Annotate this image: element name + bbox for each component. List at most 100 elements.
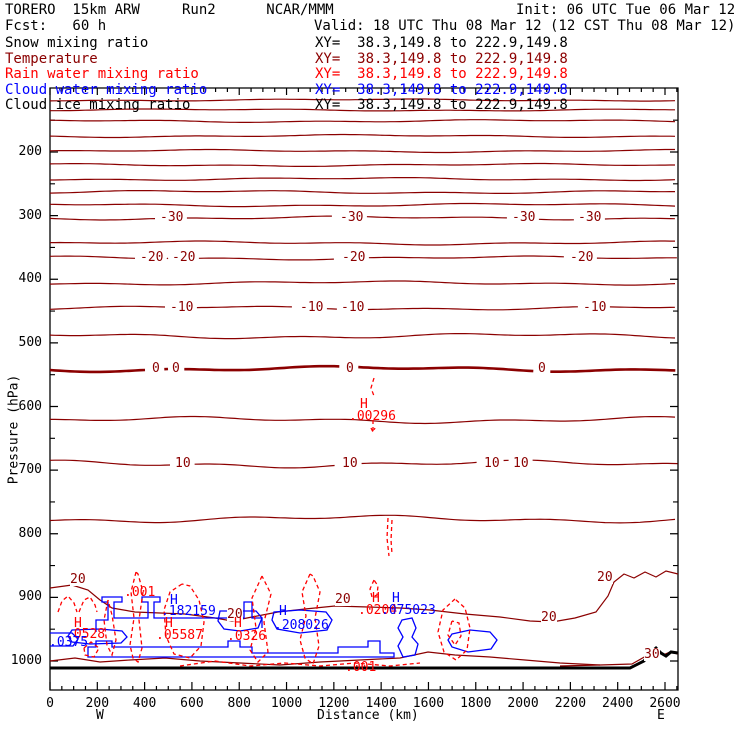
temperature-contour-label: 0	[346, 361, 354, 376]
contour-path	[95, 596, 263, 632]
maximum-marker: H	[74, 616, 82, 631]
mixing-ratio-value-label: .208026	[274, 618, 329, 633]
mixing-ratio-value-label: .0326	[227, 629, 267, 644]
contour-path	[50, 240, 675, 246]
mixing-ratio-value-label: .0528	[66, 627, 106, 642]
init-time: Init: 06 UTC Tue 06 Mar 12	[516, 2, 736, 18]
temperature-contour-label: -30	[340, 210, 364, 225]
temperature-contour-label: -20	[140, 250, 164, 265]
maximum-marker: H	[165, 616, 173, 631]
contour-path	[358, 365, 534, 373]
x-tick-label: 1400	[365, 696, 397, 711]
y-tick-label: 900	[18, 589, 42, 605]
y-tick-label: 700	[18, 462, 42, 478]
contour-path	[49, 133, 676, 139]
contour-path	[186, 215, 332, 220]
contour-path	[184, 364, 340, 372]
temperature-contour-label: -10	[341, 300, 365, 315]
contour-path	[49, 333, 676, 340]
x-tick-label: 1000	[270, 696, 303, 711]
x-tick-label: 400	[132, 696, 157, 711]
legend-field-cloud-water: Cloud water mixing ratio	[5, 82, 208, 98]
contour-path	[271, 609, 333, 634]
contour-path	[49, 651, 601, 666]
y-tick-label: 300	[18, 207, 42, 223]
contour-path	[361, 461, 477, 465]
x-tick-label: 2400	[602, 696, 634, 711]
contour-path	[370, 427, 376, 434]
x-tick-label: 1800	[460, 696, 492, 711]
x-tick-label: 2600	[649, 696, 681, 711]
east-marker: E	[657, 708, 665, 723]
mixing-ratio-value-label: .075023	[381, 603, 436, 618]
maximum-marker: H	[372, 591, 380, 606]
temperature-contour-label: -30	[512, 210, 536, 225]
contour-path	[609, 306, 675, 309]
temperature-contour-label: 10	[175, 456, 191, 471]
contour-path	[49, 190, 675, 194]
maximum-marker: H	[360, 397, 368, 412]
contour-path	[50, 177, 676, 182]
temperature-contour-label: 0	[538, 361, 546, 376]
contour-path	[49, 280, 676, 286]
contour-path	[50, 108, 675, 112]
mixing-ratio-value-label: .001	[345, 660, 377, 675]
temperature-contour-label: 20	[597, 570, 613, 585]
contour-path	[49, 119, 676, 123]
temperature-contour-label: 0	[172, 361, 180, 376]
contour-path	[57, 595, 78, 613]
legend-field-snow: Snow mixing ratio	[5, 35, 149, 51]
temperature-contour-label: 30	[644, 647, 660, 662]
contour-path	[83, 641, 100, 658]
temperature-contour-label: 10	[342, 456, 358, 471]
x-tick-label: 1600	[412, 696, 445, 711]
y-tick-label: 200	[18, 144, 42, 159]
contour-path	[49, 87, 679, 691]
x-tick-label: 2200	[554, 696, 587, 711]
contour-path	[49, 148, 675, 154]
contour-path	[78, 596, 98, 613]
y-tick-label: 1000	[10, 653, 42, 668]
contour-path	[67, 628, 128, 645]
contour-path	[397, 617, 419, 658]
mixing-ratio-value-label: .182159	[161, 604, 216, 619]
west-marker: W	[96, 708, 104, 723]
contour-path	[179, 660, 421, 667]
temperature-contour-label: -10	[170, 300, 194, 315]
temperature-contour-label: -20	[342, 250, 366, 265]
y-tick-label: 400	[18, 271, 42, 287]
contour-path	[596, 257, 677, 259]
contour-path	[447, 629, 498, 653]
x-tick-label: 800	[227, 696, 251, 711]
temperature-contour-label: 20	[70, 572, 86, 587]
x-tick-label: 2000	[507, 696, 539, 711]
legend-xy-temperature: XY= 38.3,149.8 to 222.9,149.8	[315, 51, 568, 67]
contour-path	[50, 415, 676, 425]
contour-path	[369, 579, 379, 598]
forecast-hour: Fcst: 60 h	[5, 18, 107, 34]
mixing-ratio-value-label: .05587	[156, 628, 203, 643]
contour-path	[370, 377, 375, 397]
maximum-marker: H	[234, 616, 242, 631]
temperature-contour-label: 10	[513, 456, 529, 471]
contour-path	[103, 599, 117, 657]
temperature-contour-label: -20	[172, 250, 196, 265]
contour-path	[49, 217, 156, 221]
contour-path	[386, 517, 390, 557]
legend-field-temperature: Temperature	[5, 51, 98, 67]
contour-path	[604, 217, 675, 220]
mixing-ratio-value-label: .0375	[49, 635, 89, 650]
temperature-contour-label: 20	[227, 607, 243, 622]
x-tick-label: 0	[46, 696, 54, 711]
maximum-marker: H	[170, 593, 178, 608]
contour-path	[538, 218, 574, 221]
temperature-contour-label: -20	[570, 250, 594, 265]
mixing-ratio-value-label: .00296	[349, 409, 396, 424]
temperature-contour-label: -30	[160, 210, 184, 225]
temperature-contour-label: 10	[484, 456, 500, 471]
y-axis-title: Pressure (hPa)	[6, 374, 22, 485]
x-tick-label: 1200	[318, 696, 350, 711]
contour-path	[198, 257, 334, 261]
legend-xy-cloud-water: XY= 38.3,149.8 to 222.9,149.8	[315, 82, 568, 98]
temperature-contour-label: 20	[335, 592, 351, 607]
